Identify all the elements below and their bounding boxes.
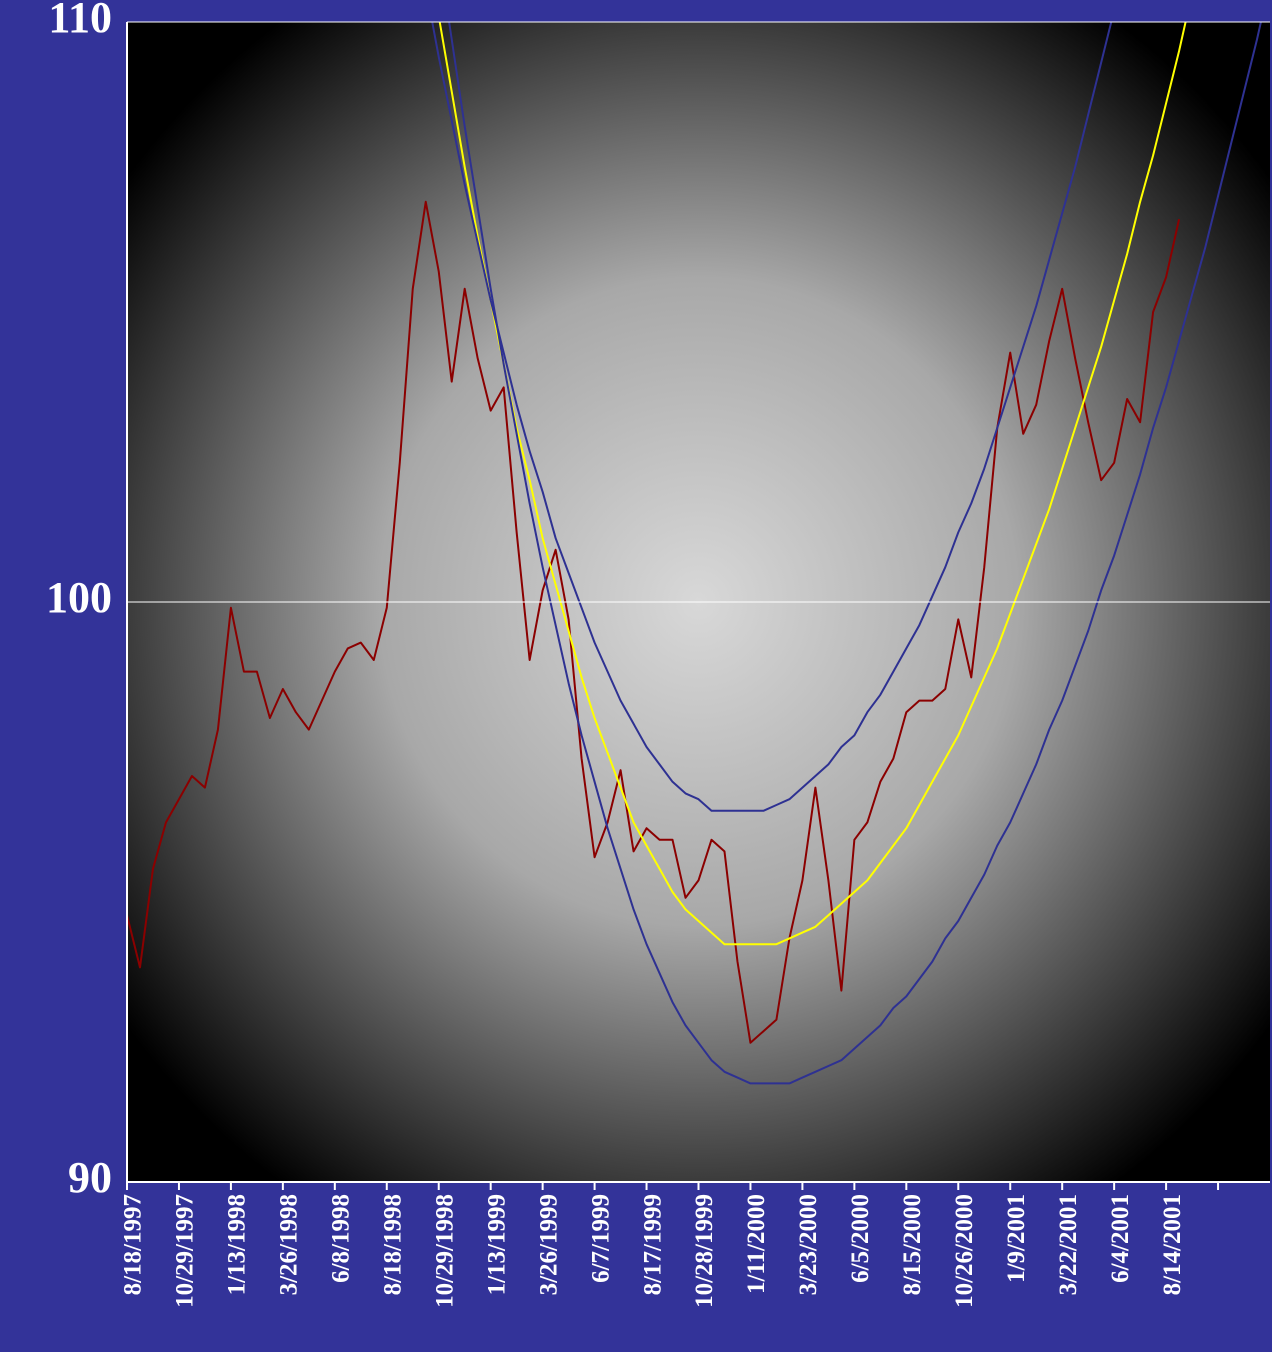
series-line: [438, 22, 1187, 946]
x-tick-label: 10/29/1998: [431, 1194, 458, 1308]
x-tick-label: 1/11/2000: [743, 1194, 770, 1294]
x-tick-label: 3/26/1998: [276, 1194, 303, 1295]
plot-lines: [127, 22, 1262, 1085]
y-tick-label: 100: [46, 573, 112, 622]
x-tick-label: 8/18/1998: [380, 1194, 407, 1295]
x-tick-label: 1/9/2001: [1003, 1194, 1030, 1283]
x-tick-label: 10/28/1999: [691, 1194, 718, 1308]
series-line: [431, 22, 1113, 812]
x-tick-label: 3/22/2001: [1055, 1194, 1082, 1295]
x-tick-label: 8/15/2000: [899, 1194, 926, 1295]
y-tick-label: 110: [48, 0, 112, 42]
x-tick-label: 6/4/2001: [1107, 1194, 1134, 1283]
x-tick-label: 10/26/2000: [951, 1194, 978, 1308]
x-tick-label: 8/17/1999: [639, 1194, 666, 1295]
x-tick-label: 3/23/2000: [795, 1194, 822, 1295]
series-line: [127, 200, 1181, 1044]
x-tick-label: 6/5/2000: [847, 1194, 874, 1283]
x-tick-label: 8/18/1997: [120, 1194, 147, 1295]
x-tick-label: 6/7/1999: [587, 1194, 614, 1283]
x-tick-label: 8/14/2001: [1159, 1194, 1186, 1295]
x-tick-label: 1/13/1998: [224, 1194, 251, 1295]
x-tick-label: 1/13/1999: [483, 1194, 510, 1295]
x-tick-label: 6/8/1998: [328, 1194, 355, 1283]
x-tick-label: 3/26/1999: [535, 1194, 562, 1295]
y-tick-label: 90: [68, 1153, 112, 1202]
x-tick-label: 10/29/1997: [172, 1194, 199, 1308]
series-line: [448, 22, 1262, 1085]
